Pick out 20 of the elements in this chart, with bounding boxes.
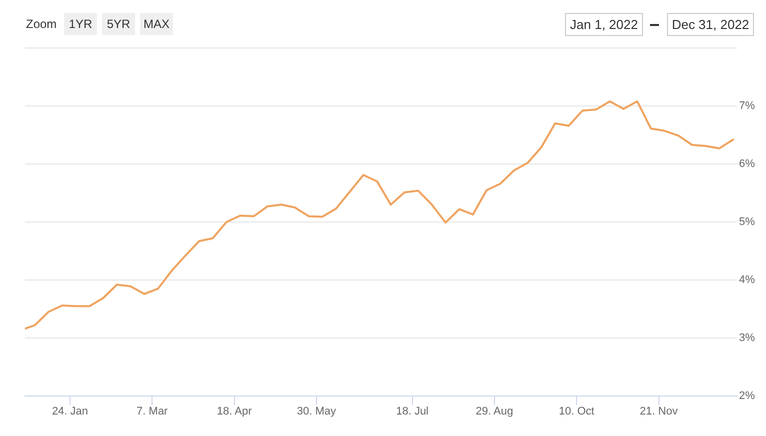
x-tick-label: 21. Nov [640, 406, 678, 418]
x-tick-label: 24. Jan [52, 406, 88, 418]
range-button: 5YR [102, 13, 135, 35]
y-tick-label: 2% [739, 390, 756, 402]
y-tick-label: 7% [739, 100, 756, 112]
x-tick-label: 30. May [296, 406, 337, 418]
x-tick-label: 18. Apr [216, 406, 252, 418]
range-button: MAX [140, 13, 173, 35]
y-tick-label: 6% [739, 158, 756, 170]
x-tick-label: 18. Jul [396, 406, 429, 418]
y-tick-label: 3% [739, 332, 756, 344]
x-tick-label: 29. Aug [476, 406, 514, 418]
y-tick-label: 5% [739, 216, 756, 228]
x-tick-label: 10. Oct [558, 406, 594, 418]
x-tick-label: 7. Mar [136, 406, 168, 418]
y-tick-label: 4% [739, 274, 756, 286]
range-button: 1YR [64, 13, 97, 35]
date-field: Dec 31, 2022 [667, 13, 754, 36]
text: Zoom [26, 16, 57, 33]
date-field: Jan 1, 2022 [565, 13, 643, 36]
